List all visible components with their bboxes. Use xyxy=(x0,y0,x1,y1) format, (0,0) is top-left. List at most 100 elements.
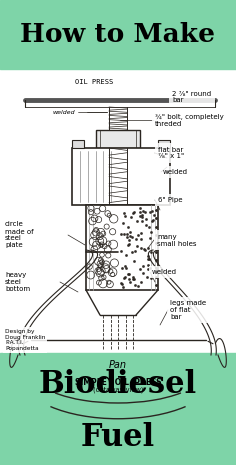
Bar xyxy=(0,353,236,465)
Point xyxy=(122,275,126,282)
Text: Design by
Doug Franklin
P.A.T.I.
Popandetta: Design by Doug Franklin P.A.T.I. Popande… xyxy=(5,329,45,351)
Point xyxy=(141,207,145,214)
Point xyxy=(129,213,133,221)
Point xyxy=(132,257,136,264)
Point xyxy=(148,255,151,263)
Bar xyxy=(96,130,140,148)
Point xyxy=(141,269,145,277)
Point xyxy=(138,266,142,273)
Point xyxy=(139,229,143,236)
Point xyxy=(144,221,148,229)
Text: 6" Pipe: 6" Pipe xyxy=(158,197,182,203)
Point xyxy=(133,208,136,216)
Point xyxy=(149,228,153,235)
Point xyxy=(128,228,132,235)
Point xyxy=(144,215,148,222)
Point xyxy=(148,234,152,241)
Point xyxy=(139,244,143,252)
Point xyxy=(148,264,152,271)
Point xyxy=(121,283,125,291)
Text: welded: welded xyxy=(152,269,177,275)
Point xyxy=(133,247,137,254)
Point xyxy=(125,265,128,272)
Point xyxy=(122,220,125,227)
Text: circle
made of
steel
plate: circle made of steel plate xyxy=(5,221,34,248)
Point xyxy=(119,247,123,255)
Point xyxy=(136,282,140,290)
Point xyxy=(141,262,145,270)
Point xyxy=(140,212,144,219)
Bar xyxy=(158,140,170,148)
Text: Pan: Pan xyxy=(109,360,127,370)
Point xyxy=(140,217,144,225)
Point xyxy=(127,275,131,282)
Text: ¾" bolt, completely
threded: ¾" bolt, completely threded xyxy=(155,113,224,126)
Point xyxy=(149,208,152,215)
Point xyxy=(134,235,138,242)
Point xyxy=(126,270,130,278)
Text: welded: welded xyxy=(163,169,188,175)
Point xyxy=(140,213,143,221)
Point xyxy=(143,246,147,253)
Point xyxy=(131,209,135,216)
Point xyxy=(126,224,130,231)
Point xyxy=(147,266,150,273)
Point xyxy=(142,246,146,253)
Point xyxy=(151,217,154,225)
Point xyxy=(131,275,135,283)
Point xyxy=(145,273,149,280)
Point xyxy=(139,278,142,285)
Text: heavy
steel
bottom: heavy steel bottom xyxy=(5,272,30,292)
Point xyxy=(135,243,139,250)
Text: many
small holes: many small holes xyxy=(157,233,197,246)
Point xyxy=(127,270,131,278)
Point xyxy=(122,209,126,216)
Point xyxy=(121,264,124,271)
Text: flat bar
⅞" x 1": flat bar ⅞" x 1" xyxy=(158,146,184,159)
Point xyxy=(149,274,153,282)
Point xyxy=(119,279,123,286)
Point xyxy=(123,273,127,280)
Point xyxy=(120,280,124,288)
Bar xyxy=(72,140,84,148)
Text: legs made
of flat
bar: legs made of flat bar xyxy=(170,300,206,320)
Point xyxy=(124,252,128,259)
Text: OIL PRESS: OIL PRESS xyxy=(75,79,113,85)
Point xyxy=(125,233,128,241)
Point xyxy=(125,230,129,238)
Point xyxy=(130,249,134,256)
Text: 2 ⅞" round
bar: 2 ⅞" round bar xyxy=(172,91,211,104)
Point xyxy=(150,208,154,215)
Text: welded: welded xyxy=(52,109,75,114)
Point xyxy=(138,205,142,212)
Text: SIMPLE   OIL  PRESS: SIMPLE OIL PRESS xyxy=(75,378,161,386)
Text: (cutaway view): (cutaway view) xyxy=(93,387,143,393)
Point xyxy=(146,261,150,268)
Point xyxy=(127,236,131,244)
Point xyxy=(133,281,137,288)
Point xyxy=(139,236,143,243)
Text: Biodiesel: Biodiesel xyxy=(39,369,197,400)
Text: How to Make: How to Make xyxy=(21,22,215,47)
Point xyxy=(124,262,127,270)
Point xyxy=(127,240,131,248)
Point xyxy=(147,223,151,231)
Point xyxy=(132,275,136,282)
Point xyxy=(151,216,155,224)
Point xyxy=(119,230,123,238)
Point xyxy=(130,233,134,240)
Point xyxy=(128,232,132,240)
Bar xyxy=(72,148,170,205)
Point xyxy=(123,213,127,220)
Point xyxy=(146,252,150,260)
Point xyxy=(136,231,140,239)
Point xyxy=(131,273,135,281)
Text: Fuel: Fuel xyxy=(81,421,155,452)
Point xyxy=(146,245,150,252)
Point xyxy=(135,217,139,225)
Point xyxy=(126,241,130,249)
Point xyxy=(138,212,142,219)
Point xyxy=(143,208,147,216)
Point xyxy=(122,230,126,238)
Bar xyxy=(86,205,158,290)
